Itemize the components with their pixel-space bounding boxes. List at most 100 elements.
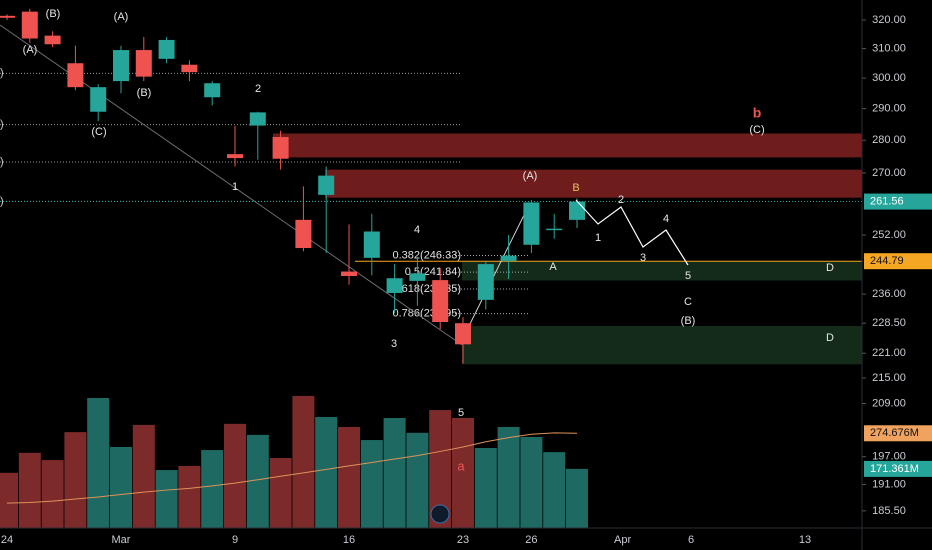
wave-label: (A) <box>114 11 129 23</box>
wave-label: A <box>549 261 557 273</box>
wave-label: (C) <box>91 126 106 138</box>
y-tick-label: 228.50 <box>872 317 906 329</box>
event-badge[interactable] <box>430 504 450 524</box>
candle-body <box>386 278 403 293</box>
candle-body <box>44 35 61 45</box>
y-tick-label: 236.00 <box>872 288 906 300</box>
level-label: ) <box>0 156 4 168</box>
x-tick-label: Apr <box>614 534 631 546</box>
x-tick-label: 13 <box>799 534 811 546</box>
level-label: ) <box>0 67 4 79</box>
candle-body <box>90 87 107 112</box>
candle-body <box>409 273 426 281</box>
fib-label: 0.382(246.33) <box>393 249 462 261</box>
volume-bar <box>406 432 429 528</box>
wave-label: (B) <box>46 8 61 20</box>
candle-body <box>500 255 517 261</box>
candle-body <box>523 202 540 245</box>
wave-label: (A) <box>523 170 538 182</box>
wave-label: (A) <box>23 44 38 56</box>
candle-body <box>318 175 335 195</box>
wave-label: 4 <box>663 213 669 225</box>
volume-bar <box>64 432 87 528</box>
wave-label: (B) <box>137 87 152 99</box>
wave-label: 1 <box>595 232 601 244</box>
volume-bar <box>497 426 520 528</box>
candle-body <box>363 231 380 258</box>
price-label: 274.676M <box>870 427 919 439</box>
candle-body <box>21 11 38 39</box>
y-tick-label: 191.00 <box>872 478 906 490</box>
wave-label: C <box>684 296 692 308</box>
candle-body <box>432 280 449 323</box>
candle-body <box>67 63 84 88</box>
wave-projection <box>575 199 689 266</box>
x-tick-label: 23 <box>457 534 469 546</box>
volume-bar <box>41 460 64 528</box>
candle-body <box>272 137 289 159</box>
volume-bar <box>315 416 338 528</box>
candle-body <box>569 201 585 220</box>
price-label-box <box>864 460 932 477</box>
price-label-box <box>864 193 932 210</box>
y-tick-label: 320.00 <box>872 14 906 26</box>
y-tick-label: 221.00 <box>872 347 906 359</box>
price-label-box <box>864 253 932 270</box>
wave-label: 2 <box>618 194 624 206</box>
volume-bar <box>155 470 178 528</box>
fib-label: 0.786(230.95) <box>393 307 462 319</box>
volume-bar <box>87 397 110 528</box>
y-tick-label: 290.00 <box>872 103 906 115</box>
wave-label: B <box>572 182 579 194</box>
level-label: ) <box>0 119 4 131</box>
y-tick-label: 280.00 <box>872 134 906 146</box>
volume-bar <box>201 450 224 528</box>
x-tick-label: 26 <box>525 534 537 546</box>
volume-bar <box>224 423 246 528</box>
wave-label: (B) <box>681 315 696 327</box>
x-tick-label: 24 <box>1 534 13 546</box>
y-tick-label: 252.00 <box>872 229 906 241</box>
candle-body <box>249 112 266 126</box>
wave-label: 5 <box>458 407 464 419</box>
volume-bar <box>566 468 588 528</box>
candle-body <box>0 15 15 18</box>
wave-label: 2 <box>255 83 261 95</box>
volume-bar <box>543 452 566 528</box>
volume-bar <box>429 410 452 528</box>
y-tick-label: 209.00 <box>872 397 906 409</box>
volume-bar <box>110 446 132 528</box>
wave-label: (C) <box>749 124 764 136</box>
price-label: 261.56 <box>870 195 904 207</box>
volume-bar <box>292 395 315 528</box>
volume-bar <box>178 465 201 528</box>
y-tick-label: 310.00 <box>872 43 906 55</box>
wave-label: 4 <box>414 224 420 236</box>
volume-bar <box>132 424 155 528</box>
zone <box>462 261 862 281</box>
trend-line <box>461 202 531 341</box>
y-tick-label: 215.00 <box>872 372 906 384</box>
wave-label: 5 <box>685 270 691 282</box>
candle-body <box>135 50 152 77</box>
candle-body <box>546 228 563 231</box>
wave-label: 1 <box>232 181 238 193</box>
candle-body <box>227 154 243 159</box>
price-label: 244.79 <box>870 255 904 267</box>
price-label: 171.361M <box>870 463 919 475</box>
volume-bar <box>246 434 269 528</box>
volume-bar <box>383 417 406 528</box>
zone <box>462 325 862 365</box>
volume-bar <box>0 472 18 528</box>
y-tick-label: 300.00 <box>872 72 906 84</box>
wave-label: D <box>826 262 834 274</box>
y-tick-label: 270.00 <box>872 167 906 179</box>
zone <box>273 133 862 158</box>
wave-label: b <box>753 105 762 121</box>
wave-label: 3 <box>640 252 646 264</box>
level-label: ) <box>0 195 4 207</box>
volume-bar <box>360 440 383 528</box>
candle-body <box>477 264 494 300</box>
x-tick-label: 9 <box>232 534 238 546</box>
